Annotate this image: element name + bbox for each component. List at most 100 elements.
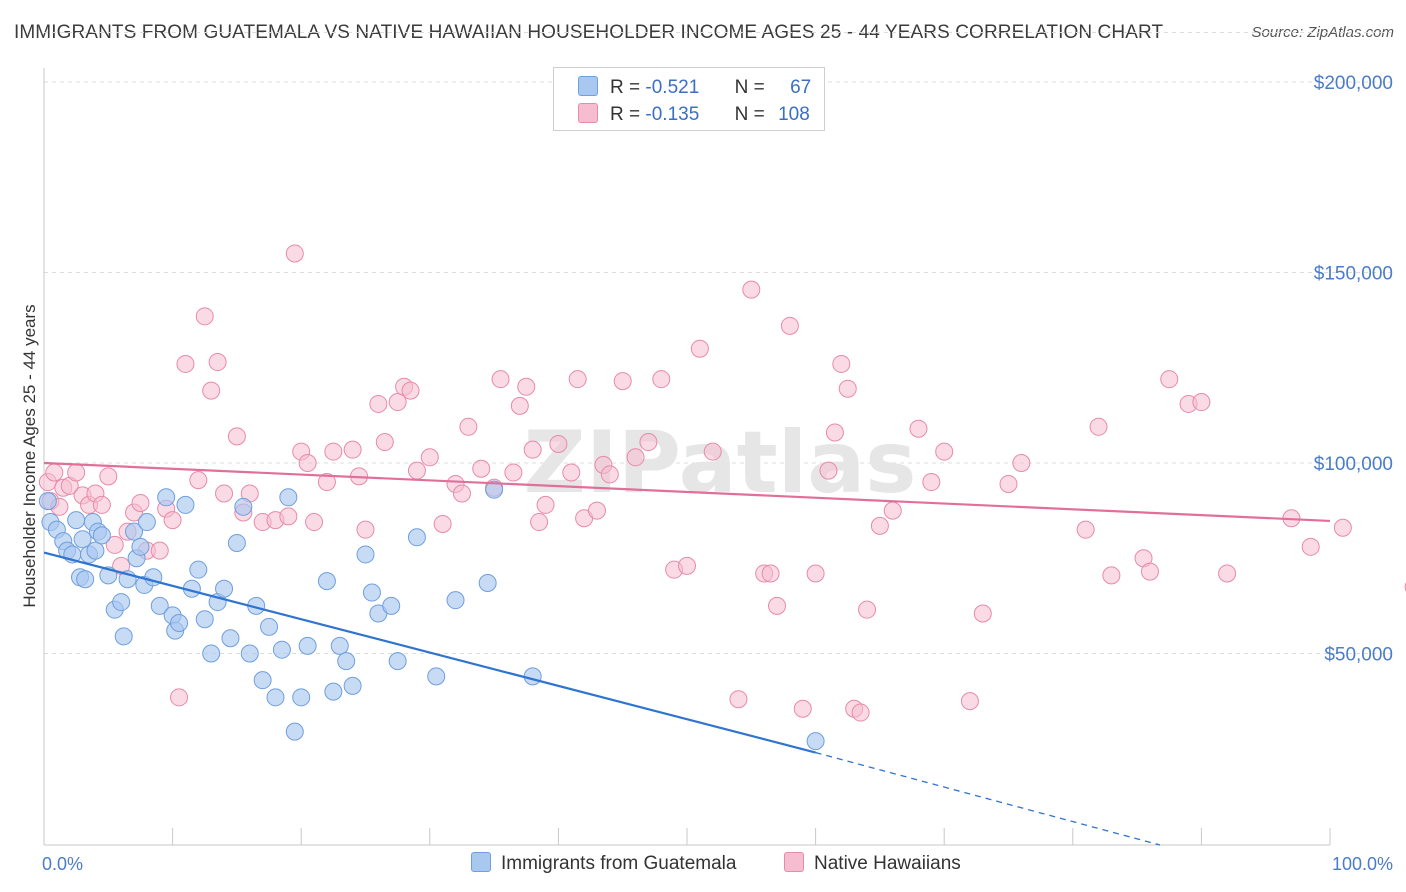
hawaiian-point <box>935 442 954 461</box>
guatemala-point <box>292 688 311 707</box>
hawaiian-point <box>678 556 696 575</box>
hawaiian-point <box>195 307 214 326</box>
legend-label: Immigrants from Guatemala <box>501 853 737 874</box>
hawaiian-point <box>375 433 394 452</box>
guatemala-point <box>240 644 259 663</box>
blue-swatch <box>471 852 491 872</box>
guatemala-point <box>86 541 105 560</box>
hawaiian-point <box>613 372 632 391</box>
n-label: N = <box>734 104 765 125</box>
hawaiian-point <box>99 467 118 486</box>
hawaiian-point <box>45 463 64 482</box>
hawaiian-point <box>742 280 761 299</box>
hawaiian-point <box>163 511 182 530</box>
hawaiian-point <box>768 596 787 615</box>
hawaiian-point <box>317 473 336 492</box>
hawaiian-point <box>523 440 542 459</box>
guatemala-point <box>67 511 86 530</box>
hawaiian-point <box>189 471 208 490</box>
y-tick-label: $50,000 <box>1324 645 1393 666</box>
hawaiian-point <box>452 484 471 503</box>
hawaiian-point <box>202 381 221 400</box>
guatemala-point <box>234 497 253 516</box>
hawaiian-point <box>510 396 529 415</box>
hawaiian-point <box>433 514 452 533</box>
hawaiian-point <box>491 370 510 389</box>
hawaiian-point <box>703 442 722 461</box>
hawaiian-point <box>562 463 581 482</box>
r-label: R = <box>610 77 641 98</box>
guatemala-point <box>215 579 234 598</box>
pink-swatch <box>784 852 804 872</box>
guatemala-point <box>382 596 401 615</box>
guatemala-point <box>485 480 504 499</box>
blue-swatch <box>578 76 598 96</box>
hawaiian-point <box>343 440 362 459</box>
guatemala-trend-extension <box>815 751 1161 846</box>
guatemala-trend-line <box>43 551 816 754</box>
correlation-legend: R = -0.521 N = 67 R = -0.135 N = 108 <box>553 67 825 131</box>
hawaiian-point <box>407 461 426 480</box>
guatemala-point <box>92 526 111 545</box>
hawaiian-point <box>1301 537 1320 556</box>
guatemala-point <box>253 671 272 690</box>
n-label: N = <box>734 77 765 98</box>
trend-lines <box>43 461 1331 846</box>
hawaiian-point <box>305 513 324 532</box>
x-tick-label-right: 100.0% <box>1332 854 1393 874</box>
hawaiian-point <box>1012 454 1031 472</box>
hawaiian-point <box>131 494 150 513</box>
guatemala-point <box>279 488 298 507</box>
hawaiian-point <box>761 564 780 583</box>
hawaiian-point <box>806 564 825 583</box>
guatemala-point <box>407 528 426 547</box>
hawaiian-point <box>690 339 709 358</box>
hawaiian-point <box>1102 566 1121 585</box>
hawaiian-point <box>549 434 568 453</box>
hawaiian-point <box>92 495 111 514</box>
r-value: -0.135 <box>645 104 700 125</box>
guatemala-point <box>478 574 497 593</box>
legend-row-hawaiians: R = -0.135 N = 108 <box>578 103 810 126</box>
guatemala-point <box>76 570 95 589</box>
pink-swatch <box>578 103 598 123</box>
hawaiian-point <box>517 377 536 396</box>
hawaiian-point <box>909 419 928 438</box>
hawaiian-point <box>652 370 671 389</box>
hawaiian-trend-line <box>43 461 1331 523</box>
hawaiian-point <box>600 465 619 484</box>
guatemala-point <box>806 732 825 751</box>
hawaiian-point <box>472 459 491 478</box>
hawaiian-point <box>105 535 124 554</box>
hawaiian-point <box>819 461 838 480</box>
guatemala-point <box>112 593 131 612</box>
guatemala-point <box>131 537 150 556</box>
guatemala-point <box>324 682 343 701</box>
guatemala-point <box>38 492 57 511</box>
hawaiian-point <box>851 703 870 722</box>
hawaiian-point <box>227 427 246 446</box>
hawaiian-point <box>1160 370 1179 389</box>
guatemala-point <box>195 610 214 629</box>
hawaiian-point <box>420 448 439 467</box>
guatemala-point <box>176 495 195 514</box>
guatemala-point <box>330 636 349 655</box>
guatemala-point <box>150 596 169 615</box>
hawaiian-point <box>285 244 304 263</box>
hawaiian-point <box>208 353 227 372</box>
hawaiian-point <box>279 507 298 526</box>
hawaiian-point <box>568 370 587 389</box>
hawaiian-point <box>176 354 195 373</box>
hawaiian-point <box>1076 520 1095 539</box>
hawaiian-point <box>858 600 877 619</box>
hawaiian-point <box>825 423 844 442</box>
guatemala-point <box>114 627 133 646</box>
hawaiian-point <box>973 604 992 623</box>
legend-item-hawaiians: Native Hawaiians <box>784 852 961 875</box>
hawaiian-point <box>504 463 523 482</box>
x-tick-labels: 0.0% 100.0% <box>42 854 1393 874</box>
hawaiian-point <box>459 417 478 436</box>
guatemala-point <box>221 629 240 648</box>
guatemala-points <box>38 480 825 751</box>
